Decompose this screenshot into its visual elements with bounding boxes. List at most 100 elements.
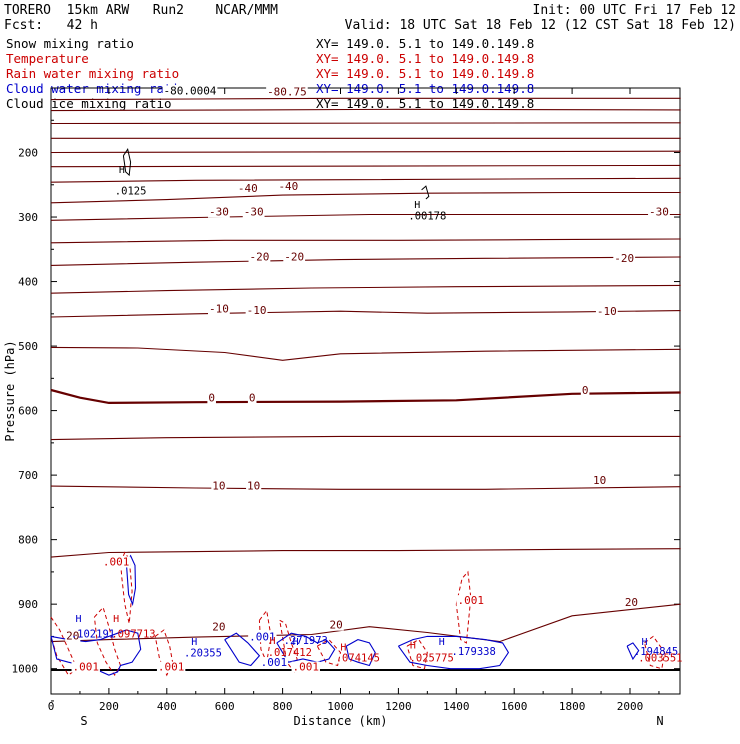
contour-label-bg	[208, 303, 230, 315]
contour-label-bg	[208, 206, 230, 218]
cloud-water-contour	[626, 642, 640, 661]
contour-label-bg	[328, 619, 344, 631]
init-time: Init: 00 UTC Fri 17 Feb 12	[533, 3, 737, 18]
y-tick-label: 500	[18, 340, 38, 353]
contour-label-bg	[101, 556, 131, 568]
contour-label-bg	[65, 630, 81, 642]
maximum-value-label: .017412	[268, 647, 312, 659]
x-axis-label: Distance (km)	[294, 714, 388, 728]
contour-label-bg	[580, 384, 590, 396]
high-marker: H	[113, 614, 119, 625]
contour-label-bg	[613, 253, 636, 265]
maximum-value-label: .00178	[408, 211, 446, 223]
legend-xy-range: XY= 149.0. 5.1 to 149.0.149.8	[316, 51, 534, 66]
temperature-contour-line	[50, 603, 681, 643]
temperature-contour-line	[50, 346, 681, 361]
high-marker: H	[293, 637, 299, 648]
contour-label-bg	[595, 306, 618, 318]
x-tick-label: 200	[99, 700, 119, 713]
temperature-contour-line	[50, 97, 681, 101]
y-tick-label: 300	[18, 211, 38, 224]
contour-label-bg	[266, 86, 308, 98]
temperature-contour-line	[50, 122, 681, 125]
maximum-value-label: .20355	[184, 647, 222, 659]
contour-label-bg	[648, 206, 670, 218]
contour-layers	[50, 97, 681, 677]
cloud-water-contour	[224, 632, 261, 667]
legend-field-name: Rain water mixing ratio	[6, 66, 179, 81]
contour-label-bg	[283, 251, 306, 263]
y-tick-label: 900	[18, 598, 38, 611]
maximum-value-label: .074145	[336, 653, 380, 665]
contour-label: -10	[597, 305, 617, 318]
contour-label: -10	[209, 303, 229, 316]
cloud-water-contour	[397, 635, 510, 670]
temperature-contour-line	[50, 164, 681, 168]
contour-label: .001	[293, 661, 320, 674]
contour-label: -20	[250, 250, 270, 263]
contour-label: 20	[212, 621, 225, 634]
high-marker: H	[75, 614, 81, 625]
temperature-contour-line	[50, 310, 681, 318]
contour-label-bg	[162, 85, 218, 97]
y-tick-label: 1000	[12, 663, 39, 676]
contour-label: 0	[582, 384, 589, 397]
cloud-water-contour	[345, 639, 376, 667]
contour-label-bg	[236, 182, 259, 194]
maximum-value-label: .102191	[71, 629, 115, 641]
temperature-contour-line	[50, 238, 681, 244]
maximum-value-label: .194845	[634, 646, 678, 658]
ice-snow-contour	[122, 148, 132, 177]
high-marker: H	[340, 643, 346, 654]
contour-label: 10	[593, 474, 606, 487]
rain-mixing-ratio-contour	[644, 635, 666, 670]
contour-label: 20	[625, 596, 638, 609]
contour-label-bg	[456, 595, 485, 607]
high-marker: H	[410, 641, 416, 652]
temperature-contour-line	[50, 548, 681, 558]
temperature-contour-line	[50, 435, 681, 441]
rain-mixing-ratio-contour	[258, 609, 272, 664]
x-tick-label: 1000	[327, 700, 354, 713]
contour-label-bg	[207, 392, 216, 404]
x-end-label-left: S	[80, 714, 87, 728]
temperature-contour-line	[50, 388, 681, 405]
x-tick-label: 1200	[385, 700, 412, 713]
high-marker: H	[439, 637, 445, 648]
contour-label: .001	[158, 661, 185, 674]
forecast-hour: Fcst: 42 h	[4, 18, 98, 33]
high-marker: H	[414, 200, 420, 211]
y-tick-label: 200	[18, 147, 38, 160]
rain-mixing-ratio-contour	[316, 638, 342, 667]
contour-label: .001	[103, 555, 130, 568]
contour-label-bg	[291, 661, 320, 673]
temperature-contour-line	[50, 150, 681, 154]
maximum-value-label: .0125	[115, 185, 147, 197]
contour-label-bg	[246, 480, 262, 492]
model-title: TORERO 15km ARW Run2 NCAR/MMM	[4, 3, 278, 18]
contour-label: -10	[247, 304, 267, 317]
contour-label-bg	[277, 180, 300, 192]
y-tick-label: 600	[18, 405, 38, 418]
legend-xy-range: XY= 149.0. 5.1 to 149.0.149.8	[316, 96, 534, 111]
y-tick-label: 800	[18, 534, 38, 547]
contour-label: 10	[247, 479, 260, 492]
x-tick-label: 400	[157, 700, 177, 713]
contour-label-bg	[623, 597, 640, 609]
temperature-contour-line	[50, 485, 681, 490]
maximum-value-label: .271973	[284, 635, 328, 647]
contour-label: .001	[261, 656, 288, 669]
contour-label: -30	[209, 206, 229, 219]
cloud-water-contour	[125, 554, 137, 607]
high-marker: H	[269, 636, 275, 647]
contour-label-bg	[211, 621, 227, 633]
maximum-value-label: .025775	[410, 653, 454, 665]
maximum-value-label: .097713	[111, 629, 155, 641]
rain-mixing-ratio-contour	[455, 570, 472, 644]
contour-label: -40	[278, 180, 298, 193]
legend-xy-range: XY= 149.0. 5.1 to 149.0.149.8	[316, 66, 534, 81]
contour-label: .001	[249, 630, 276, 643]
x-tick-label: 1800	[559, 700, 586, 713]
